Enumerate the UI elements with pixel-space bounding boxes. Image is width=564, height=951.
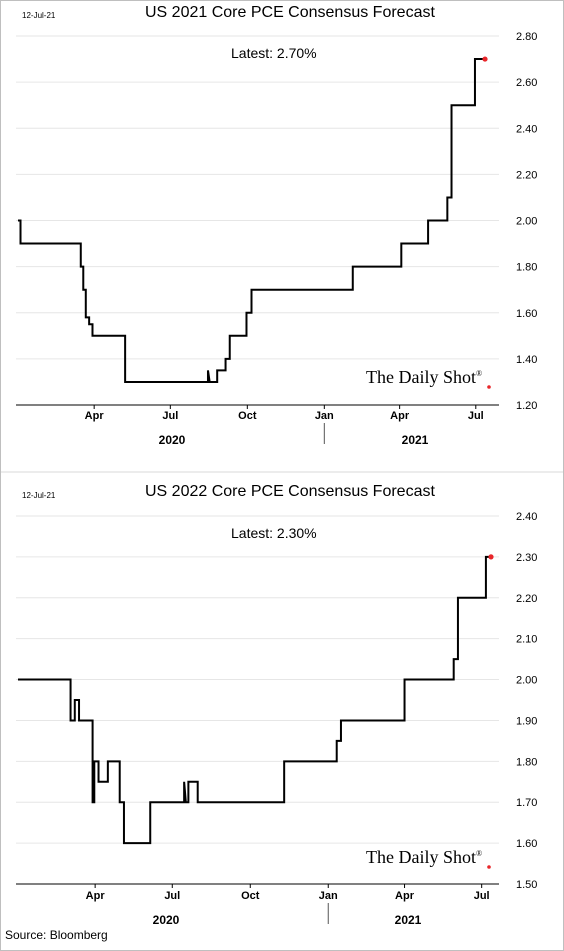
y-tick-label: 2.30: [516, 552, 537, 564]
y-tick-label: 2.20: [516, 169, 537, 181]
y-tick-label: 1.60: [516, 838, 537, 850]
y-tick-label: 1.60: [516, 308, 537, 320]
chart1-title: US 2021 Core PCE Consensus Forecast: [145, 4, 435, 21]
y-tick-label: 1.70: [516, 797, 537, 809]
brand-dot: [487, 385, 491, 389]
year-label: 2021: [402, 433, 429, 447]
year-label: 2020: [159, 433, 186, 447]
x-tick-label: Jul: [162, 410, 178, 422]
chart1-latest-annotation: Latest: 2.70%: [231, 45, 317, 61]
x-tick-label: Apr: [85, 410, 105, 422]
y-tick-label: 2.00: [516, 675, 537, 687]
x-tick-label: Oct: [241, 890, 260, 902]
y-tick-label: 1.90: [516, 715, 537, 727]
y-tick-label: 1.80: [516, 756, 537, 768]
y-tick-label: 2.80: [516, 31, 537, 43]
y-tick-label: 2.60: [516, 77, 537, 89]
year-label: 2020: [153, 913, 180, 927]
y-tick-label: 1.20: [516, 400, 537, 412]
x-tick-label: Apr: [390, 410, 410, 422]
chart2-brand-logo: The Daily Shot®: [366, 847, 483, 867]
forecast-series-line: [18, 58, 485, 383]
year-label: 2021: [395, 913, 422, 927]
y-tick-label: 2.40: [516, 123, 537, 135]
chart2-date-label: 12-Jul-21: [22, 491, 56, 500]
brand-dot: [487, 865, 491, 869]
y-tick-label: 1.50: [516, 879, 537, 891]
y-tick-label: 1.40: [516, 354, 537, 366]
x-tick-label: Jul: [468, 410, 484, 422]
y-tick-label: 2.10: [516, 634, 537, 646]
chart1: 2.80 2.60 2.40 2.20 2.00 1.80 1.60 1.40 1.20 Apr J…: [16, 31, 537, 447]
latest-point-marker: [488, 554, 494, 560]
y-tick-label: 2.00: [516, 216, 537, 228]
x-tick-label: Jul: [164, 890, 180, 902]
x-tick-label: Jan: [319, 890, 338, 902]
chart1-date-label: 12-Jul-21: [22, 11, 56, 20]
y-tick-label: 2.20: [516, 593, 537, 605]
latest-point-marker: [482, 56, 488, 62]
x-tick-label: Jan: [315, 410, 334, 422]
x-tick-label: Oct: [238, 410, 257, 422]
source-note: Source: Bloomberg: [5, 928, 108, 942]
x-tick-label: Apr: [86, 890, 106, 902]
y-tick-label: 1.80: [516, 262, 537, 274]
forecast-series-line: [18, 555, 491, 845]
chart1-brand-logo: The Daily Shot®: [366, 367, 483, 387]
x-tick-label: Jul: [474, 890, 490, 902]
y-tick-label: 2.40: [516, 511, 537, 523]
chart2: 2.40 2.30 2.20 2.10 2.00 1.90 1.80 1.70 1.60 1.50…: [16, 511, 537, 927]
chart2-title: US 2022 Core PCE Consensus Forecast: [145, 483, 435, 500]
chart2-latest-annotation: Latest: 2.30%: [231, 525, 317, 541]
x-tick-label: Apr: [395, 890, 415, 902]
